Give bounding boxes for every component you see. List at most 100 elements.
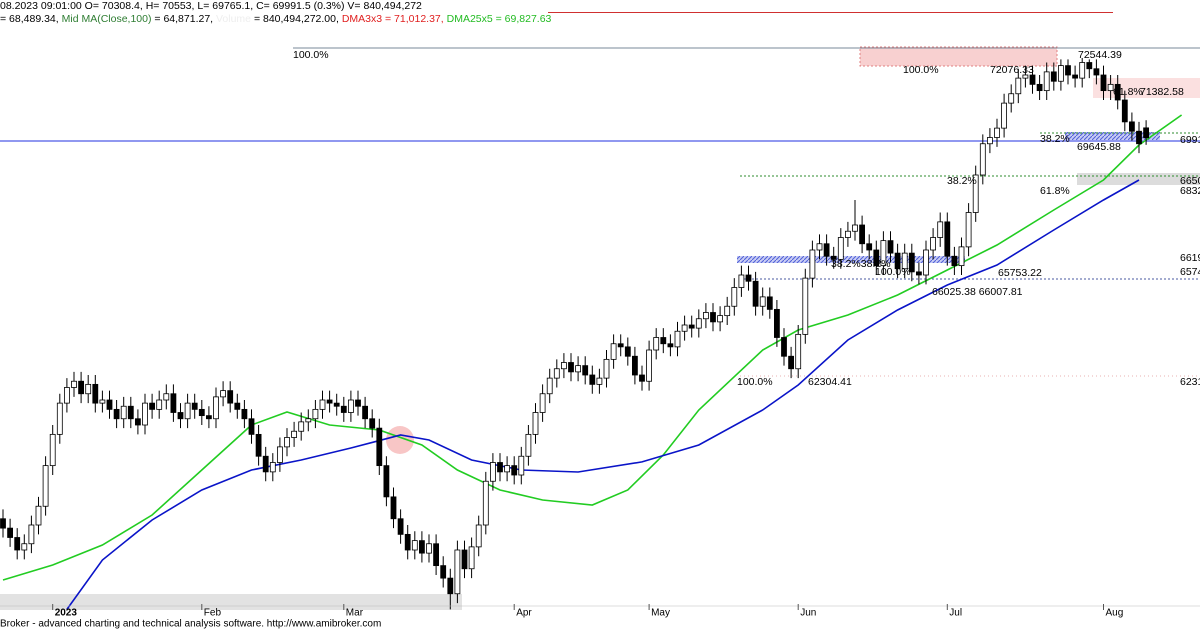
x-tick-label: Jun: [800, 608, 816, 619]
header-part: , C=: [250, 0, 272, 12]
x-tick-label: Feb: [204, 608, 222, 619]
candle-body: [0, 518, 6, 529]
annotation: 6650: [1180, 175, 1200, 187]
x-tick-label: Apr: [516, 608, 532, 619]
candle-body: [809, 249, 816, 279]
candle-body: [887, 240, 894, 254]
candle-body: [1029, 74, 1036, 85]
header-part: DMA25x5 = 69,827.63: [447, 13, 552, 25]
candle-body: [1143, 127, 1149, 139]
candle-body: [589, 374, 596, 385]
candle-body: [752, 280, 759, 307]
candle-body: [447, 577, 454, 595]
candle-body: [191, 402, 198, 410]
candle-body: [1114, 83, 1121, 101]
candle-body: [703, 312, 709, 320]
candle-body: [908, 252, 915, 273]
candle-body: [745, 274, 752, 282]
candle-body: [731, 287, 738, 307]
header-part: DMA3x3 = 71,012.37,: [342, 13, 447, 25]
annotation: 69645.88: [1077, 141, 1121, 153]
candle-body: [944, 221, 951, 257]
candle-body: [227, 390, 234, 404]
candle-body: [923, 249, 929, 276]
header-part: = 840,494,272.00,: [251, 13, 342, 25]
candle-body: [837, 237, 844, 260]
header-part: 69991.5: [273, 0, 311, 12]
candle-body: [21, 543, 28, 551]
candle-body: [575, 365, 581, 373]
candle-body: [688, 324, 695, 329]
candle-body: [880, 240, 887, 267]
annotation: 65753.22: [998, 267, 1042, 279]
candle-body: [795, 333, 802, 370]
header-part: , L=: [192, 0, 213, 12]
zone: [386, 426, 414, 454]
candle-body: [433, 543, 440, 567]
candle-body: [340, 405, 347, 413]
candle-body: [759, 296, 766, 307]
candle-body: [632, 355, 638, 376]
footer: Broker - advanced charting and technical…: [0, 619, 381, 630]
candle-body: [120, 405, 127, 420]
candle-body: [28, 524, 35, 545]
candle-body: [653, 337, 660, 351]
candle-body: [624, 346, 631, 357]
ma-line: [66, 179, 1140, 610]
annotation: 38.2%: [1040, 133, 1070, 145]
candle-body: [404, 533, 411, 551]
candle-body: [1050, 71, 1057, 82]
candle-body: [717, 315, 723, 323]
candle-body: [248, 418, 255, 435]
candle-body: [205, 415, 212, 420]
candle-body: [859, 224, 865, 245]
candle-body: [85, 383, 92, 395]
candle-body: [738, 274, 745, 288]
annotation: 6574: [1180, 266, 1200, 278]
candle-body: [930, 237, 936, 251]
levels: [0, 12, 1200, 377]
candle-body: [418, 540, 425, 554]
candle-body: [916, 271, 922, 276]
candle-body: [1043, 71, 1050, 92]
candle-body: [276, 446, 283, 463]
candle-body: [312, 408, 319, 420]
candle-body: [674, 330, 681, 348]
candle-body: [234, 402, 241, 410]
candle-body: [802, 277, 809, 335]
candle-body: [163, 393, 170, 401]
candle-body: [617, 343, 624, 348]
annotation: 72076.33: [990, 64, 1034, 76]
candle-body: [781, 337, 787, 357]
candle-body: [525, 433, 532, 457]
candle-body: [255, 433, 262, 457]
candle-body: [823, 243, 830, 257]
candle-body: [1015, 77, 1022, 95]
candle-body: [397, 518, 404, 535]
candles: [0, 58, 1149, 610]
candle-body: [461, 549, 468, 570]
candle-body: [426, 543, 432, 554]
candle-body: [958, 246, 965, 267]
ma-line: [2, 114, 1183, 581]
candle-body: [213, 396, 219, 420]
candle-body: [603, 358, 610, 379]
candle-body: [1036, 83, 1043, 92]
candle-body: [951, 255, 958, 267]
candle-body: [1001, 102, 1007, 129]
candle-body: [994, 127, 1000, 138]
candle-body: [894, 252, 901, 270]
candle-body: [1121, 99, 1128, 123]
header-part: = 64,871.27,: [151, 13, 216, 25]
candle-body: [333, 402, 340, 407]
candle-body: [284, 437, 290, 448]
candle-body: [1107, 83, 1114, 92]
annotation: 100.0%: [737, 376, 773, 388]
candle-body: [518, 455, 525, 476]
candle-body: [546, 377, 553, 395]
candle-body: [710, 312, 716, 323]
candle-body: [774, 308, 780, 338]
candle-body: [667, 343, 674, 348]
